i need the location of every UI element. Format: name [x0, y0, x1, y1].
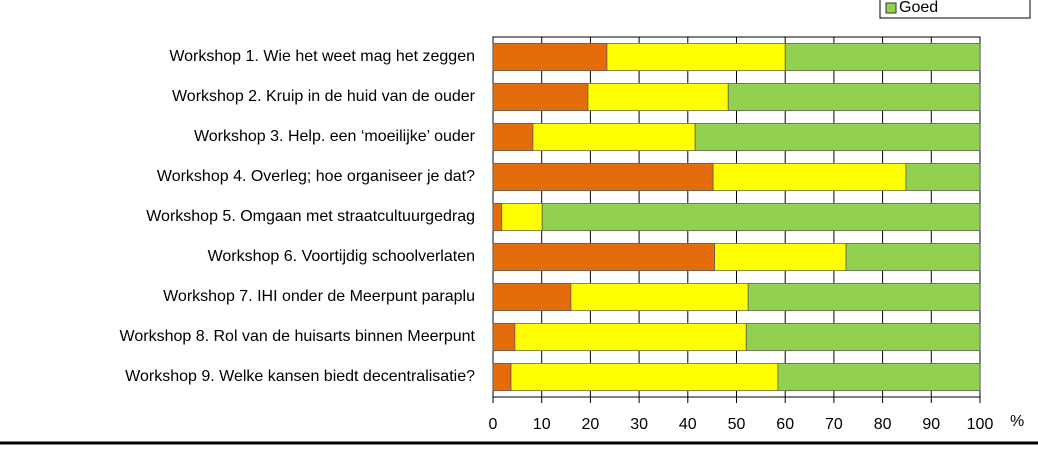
bar-segment: [510, 363, 779, 391]
bar-segment: [712, 163, 907, 191]
bar-segment: [784, 43, 981, 71]
x-tick-label: 60: [776, 416, 794, 433]
bar-segment: [492, 43, 608, 71]
bar-segment: [492, 83, 589, 111]
legend-label: Goed: [899, 0, 938, 16]
bar-segment: [694, 123, 981, 151]
x-tick-label: 30: [630, 416, 648, 433]
y-tick-label: Workshop 4. Overleg; hoe organiseer je d…: [157, 168, 475, 185]
y-tick-label: Workshop 6. Voortijdig schoolverlaten: [208, 248, 475, 265]
bar-segment: [492, 283, 572, 311]
bar-segment: [492, 123, 534, 151]
bar-segment: [532, 123, 696, 151]
x-tick-label: 100: [967, 416, 994, 433]
bar-segment: [541, 203, 981, 231]
x-tick-label: 0: [489, 416, 498, 433]
bar-segment: [492, 323, 516, 351]
bar-segment: [747, 283, 981, 311]
bar-segment: [606, 43, 786, 71]
bar-segment: [905, 163, 981, 191]
bar-segment: [727, 83, 981, 111]
y-tick-label: Workshop 2. Kruip in de huid van de oude…: [172, 88, 476, 105]
y-tick-label: Workshop 1. Wie het weet mag het zeggen: [169, 48, 475, 65]
x-tick-label: 20: [582, 416, 600, 433]
bar-segment: [745, 323, 981, 351]
x-tick-label: 80: [874, 416, 892, 433]
bar-segment: [587, 83, 729, 111]
x-tick-label: 40: [679, 416, 697, 433]
bar-segment: [845, 243, 981, 271]
bar-segment: [570, 283, 749, 311]
x-tick-label: 70: [825, 416, 843, 433]
y-tick-label: Workshop 3. Help. een ‘moeilijke’ ouder: [194, 128, 476, 145]
bar-segment: [492, 203, 503, 231]
x-axis-label: %: [1010, 413, 1024, 430]
x-tick-label: 10: [533, 416, 551, 433]
legend-box: [879, 0, 1031, 19]
bar-segment: [777, 363, 981, 391]
bar-segment: [714, 243, 847, 271]
bar-segment: [514, 323, 747, 351]
y-tick-label: Workshop 9. Welke kansen biedt decentral…: [125, 368, 475, 385]
bar-segment: [492, 243, 715, 271]
y-tick-label: Workshop 7. IHI onder de Meerpunt parapl…: [163, 288, 475, 305]
legend-swatch: [885, 2, 897, 14]
bar-segment: [492, 363, 512, 391]
y-tick-label: Workshop 8. Rol van de huisarts binnen M…: [120, 328, 476, 345]
x-tick-label: 50: [728, 416, 746, 433]
x-tick-label: 90: [922, 416, 940, 433]
y-tick-label: Workshop 5. Omgaan met straatcultuurgedr…: [146, 208, 475, 225]
bar-segment: [492, 163, 714, 191]
bar-segment: [501, 203, 543, 231]
